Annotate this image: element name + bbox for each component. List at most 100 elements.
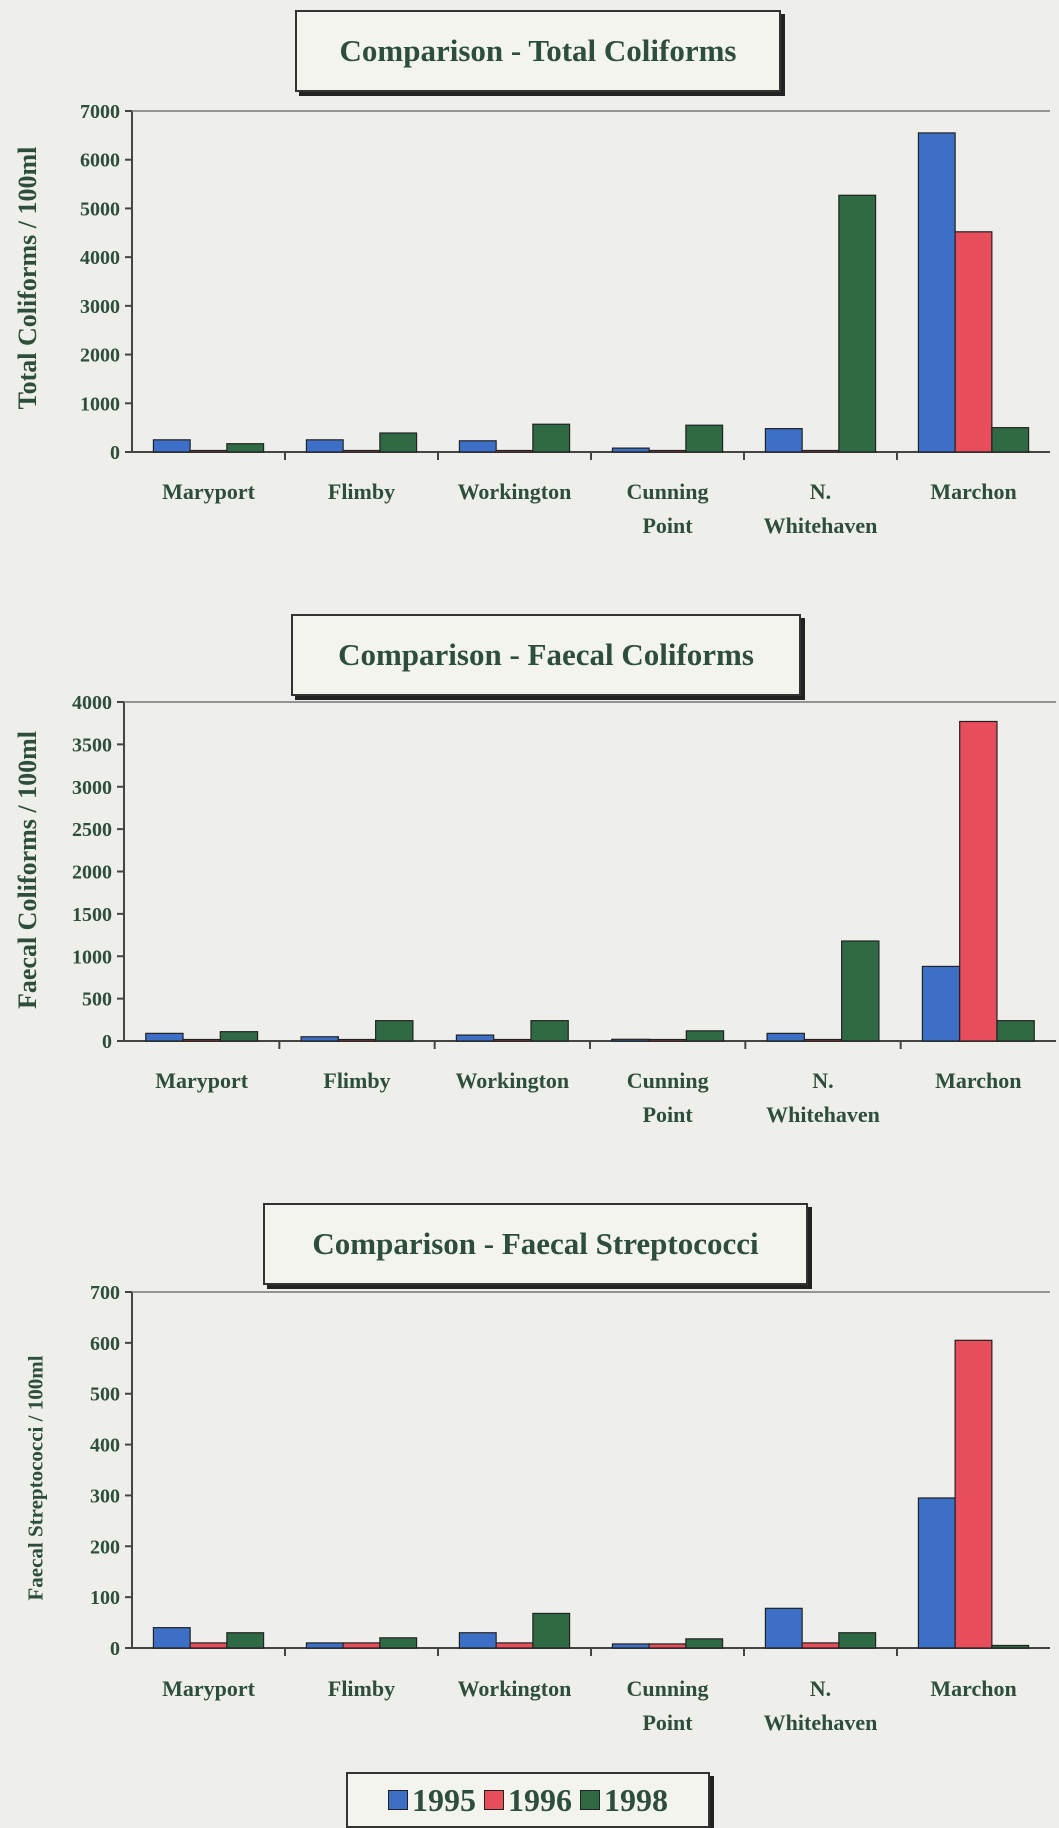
bar-marchon-1995: [917, 132, 956, 453]
bar-cunning-point-1995: [611, 1643, 650, 1649]
bar-n-whitehaven-1996: [801, 1642, 840, 1649]
legend-label-1996: 1996: [508, 1781, 572, 1818]
x-tick-label-flimby: Flimby: [328, 1676, 395, 1701]
bar-marchon-1995: [921, 965, 961, 1042]
bar-n-whitehaven-1995: [764, 1607, 803, 1649]
y-tick-label: 1000: [80, 393, 120, 415]
x-tick-label-workington: Workington: [458, 1676, 572, 1701]
bar-maryport-1998: [226, 1632, 265, 1649]
bar-workington-1998: [532, 1612, 571, 1649]
chart-total-coliforms: 0 1000 2000 3000 4000 5000 6000 7000 Maryport Fli…: [80, 101, 1050, 538]
bar-cunning-point-1998: [685, 424, 724, 453]
bar-n-whitehaven-1995: [764, 428, 803, 453]
bar-flimby-1998: [379, 1637, 418, 1649]
bar-cunning-point-1998: [685, 1638, 724, 1649]
y-tick-label: 1000: [72, 946, 112, 968]
bar-maryport-1996: [189, 1642, 228, 1649]
bar-n-whitehaven-1998: [838, 1632, 877, 1649]
chart-title-faecal-streptococci: Comparison - Faecal Streptococci: [263, 1203, 808, 1285]
y-tick-label: 0: [110, 1638, 120, 1660]
bar-n-whitehaven-1998: [841, 940, 880, 1042]
legend-swatch-1998: [580, 1790, 600, 1810]
bar-flimby-1996: [342, 1642, 381, 1649]
legend-label-1995: 1995: [412, 1781, 476, 1818]
y-tick-label: 6000: [80, 150, 120, 172]
x-tick-label-marchon: Marchon: [935, 1068, 1021, 1093]
legend-swatch-1996: [484, 1790, 504, 1810]
bar-marchon-1996: [954, 231, 993, 453]
x-tick-label-cunning-point: Cunning Point: [627, 479, 709, 538]
bar-workington-1998: [530, 1020, 569, 1042]
x-tick-label-marchon: Marchon: [930, 1676, 1016, 1701]
chart-title-total-coliforms: Comparison - Total Coliforms: [295, 10, 781, 92]
x-tick-label-maryport: Maryport: [162, 479, 256, 504]
y-tick-label: 4000: [72, 692, 112, 714]
y-tick-label: 5000: [80, 198, 120, 220]
x-tick-label-n-whitehaven: N. Whitehaven: [764, 1676, 878, 1735]
legend-item-1996: 1996: [484, 1782, 572, 1819]
bar-flimby-1998: [375, 1020, 414, 1042]
y-tick-label: 2000: [72, 862, 112, 884]
bar-workington-1995: [458, 1632, 497, 1649]
chart-faecal-coliforms: 0 500 1000 1500 2000 2500 3000 3500 4000 Maryport…: [72, 692, 1056, 1127]
x-tick-label-cunning-point: Cunning Point: [627, 1676, 709, 1735]
x-tick-label-maryport: Maryport: [155, 1068, 249, 1093]
y-tick-label: 3500: [72, 734, 112, 756]
y-tick-label: 500: [82, 989, 112, 1011]
bar-marchon-1995: [917, 1497, 956, 1649]
legend-label-1998: 1998: [604, 1781, 668, 1818]
x-tick-label-cunning-point: Cunning Point: [627, 1068, 709, 1127]
bar-flimby-1995: [300, 1036, 339, 1042]
legend-swatch-1995: [388, 1790, 408, 1810]
bar-workington-1998: [532, 423, 571, 453]
bar-workington-1996: [495, 1642, 534, 1649]
bar-workington-1995: [458, 440, 497, 453]
legend-item-1998: 1998: [580, 1782, 668, 1819]
y-tick-label: 100: [90, 1587, 120, 1609]
bar-maryport-1998: [226, 443, 265, 453]
x-tick-label-marchon: Marchon: [930, 479, 1016, 504]
legend: 1995 1996 1998: [346, 1772, 710, 1828]
y-tick-label: 0: [110, 442, 120, 464]
y-tick-label: 1500: [72, 904, 112, 926]
chart-title-faecal-coliforms: Comparison - Faecal Coliforms: [291, 614, 801, 696]
bar-n-whitehaven-1995: [766, 1032, 805, 1042]
bar-maryport-1995: [152, 1627, 191, 1649]
x-tick-label-workington: Workington: [455, 1068, 569, 1093]
x-tick-label-maryport: Maryport: [162, 1676, 256, 1701]
y-tick-label: 2500: [72, 819, 112, 841]
bar-cunning-point-1998: [685, 1030, 725, 1042]
bar-workington-1995: [455, 1034, 495, 1042]
bar-marchon-1998: [996, 1020, 1035, 1042]
y-tick-label: 7000: [80, 101, 120, 123]
x-tick-label-flimby: Flimby: [323, 1068, 390, 1093]
legend-item-1995: 1995: [388, 1782, 476, 1819]
y-tick-label: 200: [90, 1536, 120, 1558]
bar-marchon-1996: [954, 1339, 993, 1649]
y-tick-label: 400: [90, 1435, 120, 1457]
bar-flimby-1995: [305, 1642, 344, 1649]
bar-maryport-1995: [152, 439, 191, 453]
bar-maryport-1995: [145, 1032, 184, 1042]
bar-maryport-1998: [219, 1031, 259, 1042]
bar-n-whitehaven-1998: [838, 194, 877, 453]
x-tick-label-n-whitehaven: N. Whitehaven: [766, 1068, 880, 1127]
bar-flimby-1998: [379, 432, 418, 453]
x-tick-label-flimby: Flimby: [328, 479, 395, 504]
y-tick-label: 3000: [80, 296, 120, 318]
chart-faecal-streptococci: 0 100 200 300 400 500 600 700 Maryport Flimby Work…: [90, 1282, 1050, 1735]
y-tick-label: 3000: [72, 777, 112, 799]
bar-marchon-1998: [991, 427, 1030, 453]
y-tick-label: 300: [90, 1485, 120, 1507]
bar-flimby-1995: [305, 439, 344, 453]
y-tick-label: 600: [90, 1333, 120, 1355]
bar-cunning-point-1996: [648, 1643, 687, 1649]
y-tick-label: 2000: [80, 345, 120, 367]
bar-marchon-1996: [959, 720, 998, 1042]
y-tick-label: 500: [90, 1384, 120, 1406]
y-tick-label: 4000: [80, 247, 120, 269]
bar-marchon-1998: [991, 1644, 1030, 1649]
x-tick-label-n-whitehaven: N. Whitehaven: [764, 479, 878, 538]
y-tick-label: 700: [90, 1282, 120, 1304]
y-tick-label: 0: [102, 1031, 112, 1053]
